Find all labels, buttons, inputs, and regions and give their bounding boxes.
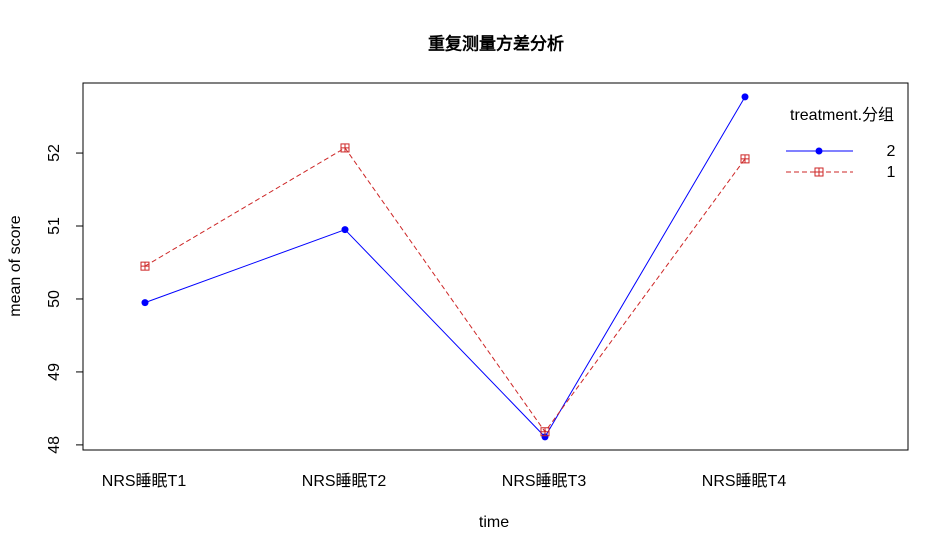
point-cross (341, 143, 349, 152)
point (741, 93, 749, 101)
point-cross (741, 154, 749, 163)
y-tick-label: 49 (46, 363, 63, 381)
point (341, 226, 349, 234)
point (540, 427, 550, 437)
point (814, 167, 824, 177)
y-axis-label: mean of score (7, 215, 24, 316)
point (141, 299, 149, 307)
x-tick-label: NRS睡眠T2 (302, 472, 387, 490)
point-cross (141, 262, 149, 271)
y-tick-label: 51 (46, 217, 63, 235)
x-axis-label: time (479, 514, 509, 531)
y-tick-label: 48 (46, 436, 63, 454)
point (340, 143, 350, 153)
point (140, 261, 150, 271)
y-tick-label: 52 (46, 144, 63, 162)
y-tick-label: 50 (46, 290, 63, 308)
series-line (144, 147, 746, 433)
x-tick-label: NRS睡眠T3 (502, 472, 587, 490)
plot-frame (82, 82, 909, 451)
x-tick-label: NRS睡眠T1 (102, 472, 187, 490)
point (815, 147, 823, 155)
series-line (144, 96, 746, 438)
legend-title: treatment.分组 (790, 106, 894, 124)
legend-label: 1 (887, 164, 896, 181)
legend-label: 2 (887, 143, 896, 160)
point-cross (541, 427, 549, 436)
chart-title: 重复测量方差分析 (428, 34, 564, 55)
x-tick-label: NRS睡眠T4 (702, 472, 787, 490)
point (541, 433, 549, 441)
point (740, 154, 750, 164)
point-cross (815, 168, 823, 176)
